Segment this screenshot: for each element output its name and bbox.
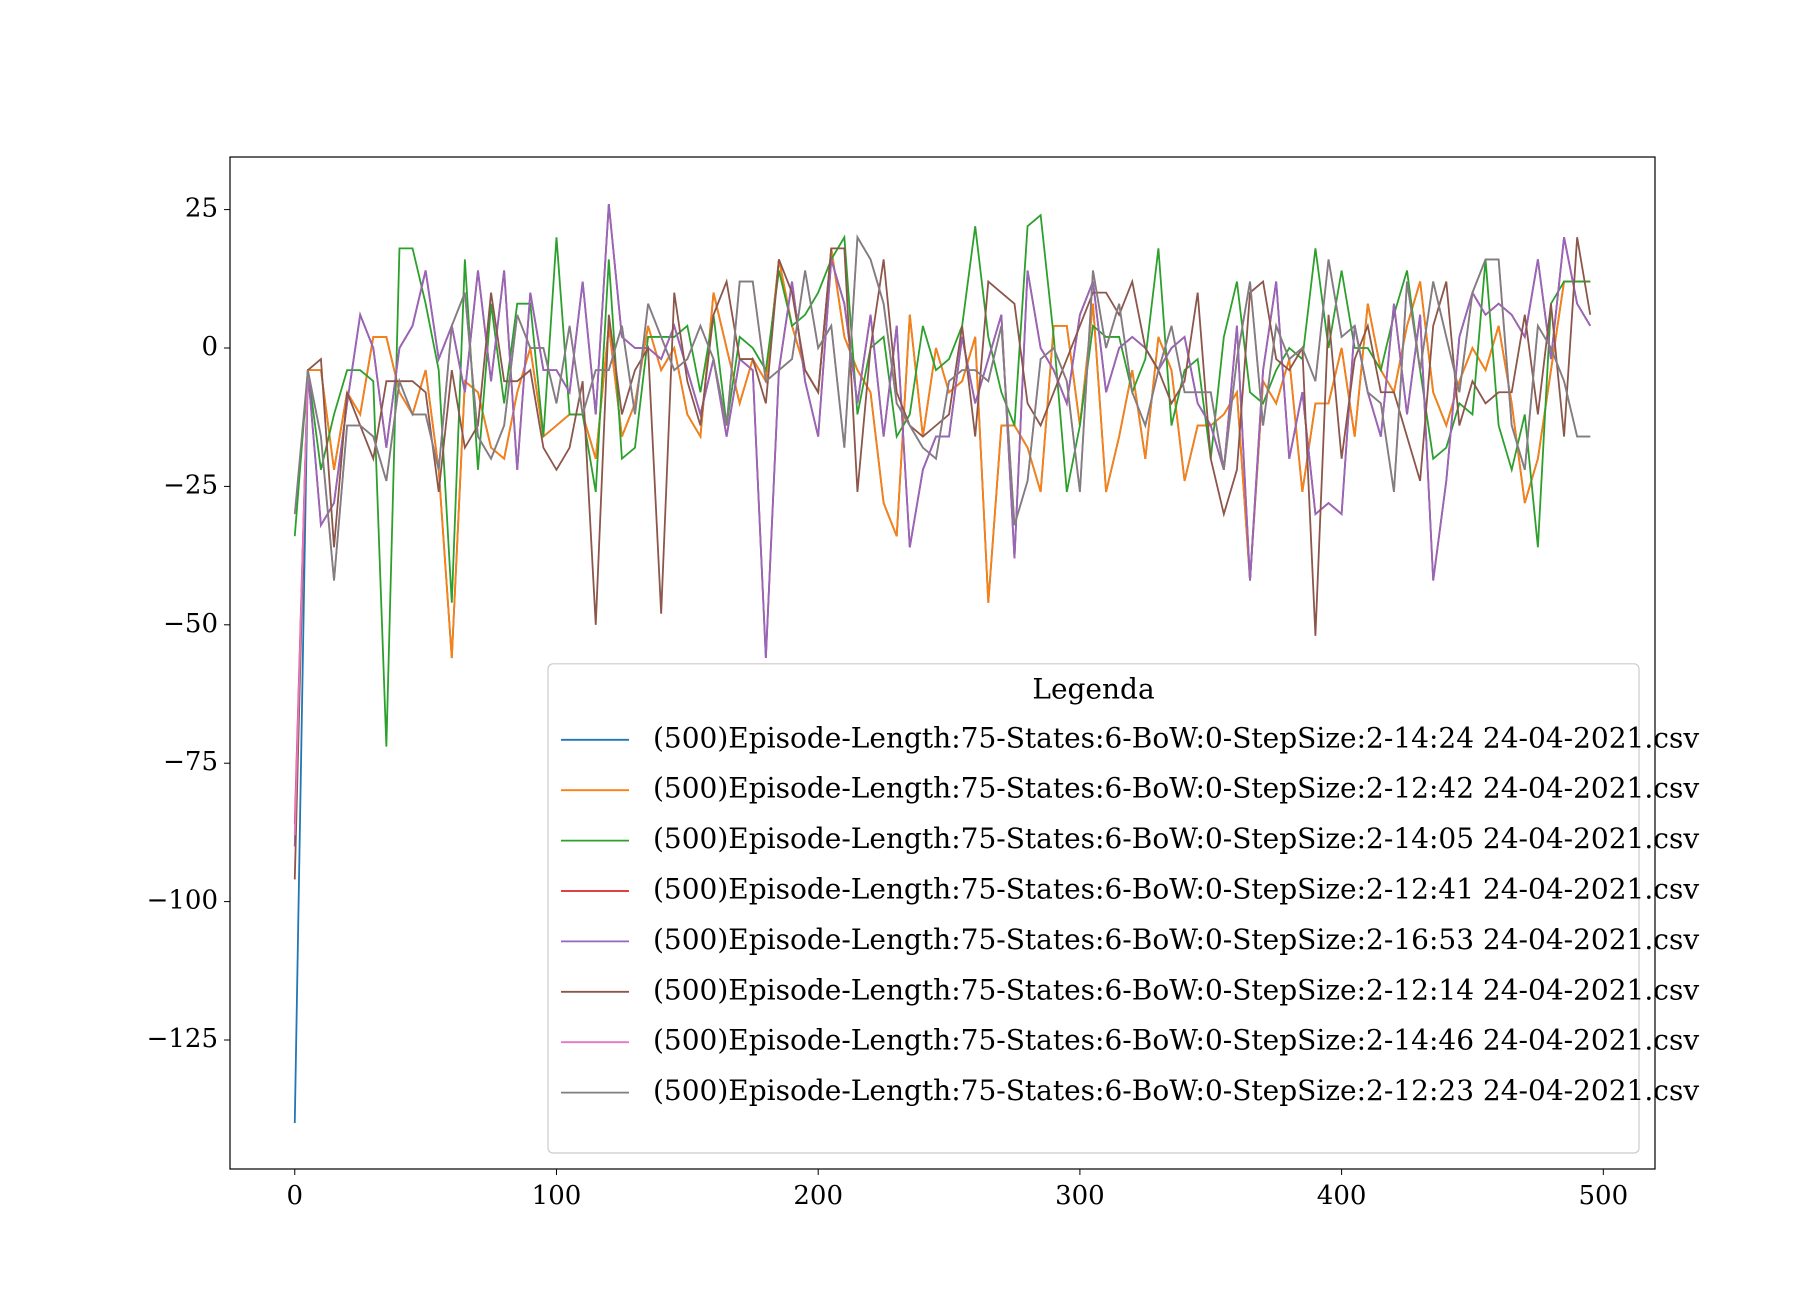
x-tick-label: 500 — [1578, 1181, 1628, 1211]
x-tick-label: 400 — [1317, 1181, 1367, 1211]
plot-frame — [229, 156, 1656, 1170]
legend-label: (500)Episode-Length:75-States:6-BoW:0-St… — [653, 973, 1699, 1006]
series-line — [293, 234, 1591, 581]
x-tick-label: 100 — [532, 1181, 582, 1211]
legend-box — [547, 663, 1640, 1154]
x-tick-label: 300 — [1055, 1181, 1105, 1211]
y-tick-label: 0 — [201, 332, 218, 362]
y-tick-label: −100 — [147, 886, 218, 916]
x-tick-label: 0 — [286, 1181, 303, 1211]
legend-label: (500)Episode-Length:75-States:6-BoW:0-St… — [653, 923, 1699, 956]
y-tick-label: −25 — [163, 470, 218, 500]
legend-label: (500)Episode-Length:75-States:6-BoW:0-St… — [653, 721, 1699, 754]
legend-label: (500)Episode-Length:75-States:6-BoW:0-St… — [653, 772, 1699, 805]
legend-title: Legenda — [1032, 672, 1154, 705]
y-tick-label: −75 — [163, 747, 218, 777]
y-tick-label: −125 — [147, 1024, 218, 1054]
series-line — [293, 248, 1591, 847]
legend-label: (500)Episode-Length:75-States:6-BoW:0-St… — [653, 873, 1699, 906]
legend-label: (500)Episode-Length:75-States:6-BoW:0-St… — [653, 1074, 1699, 1107]
x-tick-label: 200 — [793, 1181, 843, 1211]
legend-label: (500)Episode-Length:75-States:6-BoW:0-St… — [653, 1024, 1699, 1057]
y-tick-label: 25 — [185, 194, 218, 224]
y-tick-label: −50 — [163, 609, 218, 639]
legend-label: (500)Episode-Length:75-States:6-BoW:0-St… — [653, 822, 1699, 855]
